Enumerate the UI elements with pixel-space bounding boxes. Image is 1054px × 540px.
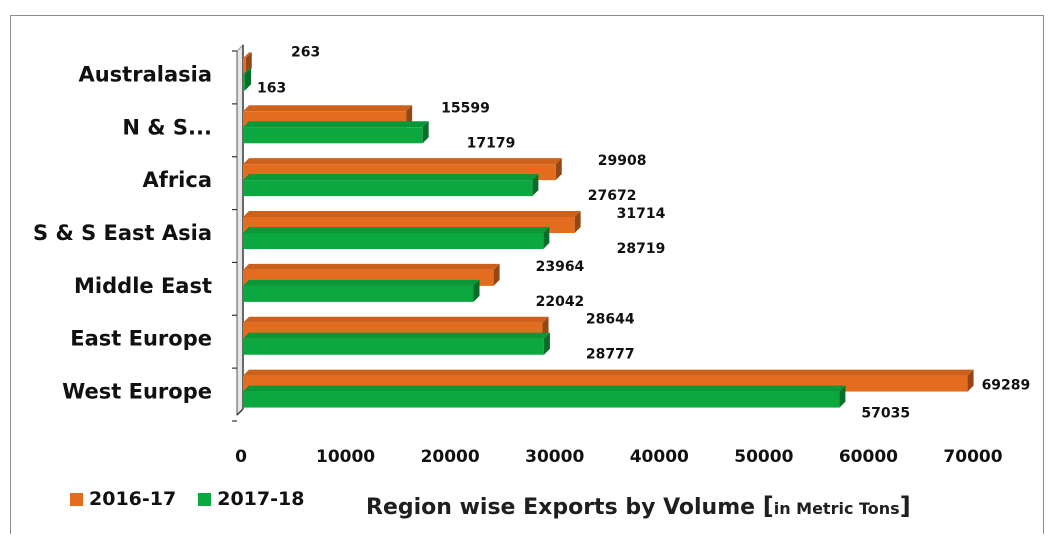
data-label-2016-17: 15599	[441, 100, 490, 116]
legend-item-2017-18: 2017-18	[198, 488, 304, 510]
bar-2017-18	[243, 127, 423, 144]
category-label: N & S...	[122, 115, 212, 139]
bar-end-2016-17	[555, 158, 562, 181]
category-label: East Europe	[70, 327, 212, 351]
data-label-2017-18: 17179	[467, 135, 516, 151]
chart-title: Region wise Exports by Volume [in Metric…	[366, 492, 911, 520]
bar-top-2016-17	[243, 211, 581, 217]
bar-top-2017-18	[243, 121, 429, 128]
bar-end-2017-18	[422, 121, 429, 144]
data-label-2017-18: 27672	[588, 188, 637, 204]
legend-swatch-2017-18	[198, 492, 212, 506]
chart-title-unit: in Metric Tons	[773, 499, 900, 518]
bar-end-2017-18	[245, 68, 251, 91]
bar-2017-18	[243, 391, 840, 408]
data-label-2017-18: 57035	[861, 406, 910, 422]
data-label-2017-18: 22042	[536, 294, 585, 310]
bar-end-2017-18	[543, 332, 550, 355]
bar-top-2017-18	[243, 385, 846, 392]
category-label: Australasia	[78, 62, 212, 86]
bar-end-2016-17	[493, 263, 500, 286]
data-label-2016-17: 29908	[598, 153, 647, 169]
bar-end-2016-17	[967, 369, 974, 392]
bar-end-2017-18	[532, 174, 539, 197]
data-label-2017-18: 28777	[586, 347, 635, 363]
category-label: S & S East Asia	[33, 221, 212, 245]
x-tick-label: 50000	[734, 447, 793, 467]
data-label-2017-18: 163	[257, 80, 286, 96]
bar-top-2016-17	[243, 263, 500, 270]
chart-frame	[10, 15, 1044, 534]
bar-top-2017-18	[243, 227, 550, 233]
legend: 2016-17 2017-18	[70, 488, 304, 510]
bar-2017-18	[243, 180, 533, 197]
bar-top-2016-17	[243, 158, 562, 165]
category-label: Africa	[142, 168, 212, 192]
x-tick-label: 10000	[316, 447, 375, 467]
bar-2017-18	[243, 338, 544, 355]
x-tick-label: 0	[235, 447, 247, 467]
bar-top-2017-18	[243, 279, 480, 286]
legend-swatch-2016-17	[70, 492, 83, 506]
data-label-2016-17: 263	[291, 44, 320, 60]
legend-label-2017-18: 2017-18	[217, 488, 305, 510]
x-tick-label: 40000	[630, 447, 689, 467]
bar-2017-18	[243, 74, 245, 91]
bar-top-2016-17	[243, 316, 549, 323]
chart-title-bracket-close: ]	[899, 492, 911, 520]
bar-2017-18	[243, 285, 474, 302]
chart-title-main: Region wise Exports by Volume	[366, 495, 756, 520]
category-label: Middle East	[74, 274, 212, 298]
bar-2017-18	[243, 233, 544, 249]
data-label-2016-17: 23964	[536, 259, 585, 275]
x-tick-label: 30000	[525, 447, 584, 467]
legend-label-2016-17: 2016-17	[89, 488, 177, 510]
bar-top-2016-17	[243, 52, 252, 59]
bar-top-2016-17	[243, 105, 413, 112]
data-label-2016-17: 31714	[617, 206, 666, 222]
bar-2016-17	[243, 58, 246, 75]
data-label-2017-18: 28719	[617, 241, 666, 257]
category-label: West Europe	[62, 380, 212, 404]
chart-title-bracket-open: [	[762, 492, 774, 520]
x-axis-corner	[236, 408, 244, 416]
bar-top-2017-18	[243, 174, 539, 181]
bar-top-2017-18	[243, 332, 550, 339]
data-label-2016-17: 28644	[586, 312, 635, 328]
bar-end-2017-18	[473, 279, 480, 302]
bar-end-2017-18	[839, 385, 846, 408]
x-tick-label: 70000	[943, 447, 1002, 467]
bar-end-2017-18	[543, 227, 550, 249]
axis-side-wall	[236, 43, 244, 417]
x-tick-label: 20000	[421, 447, 480, 467]
bar-top-2016-17	[243, 369, 974, 376]
bar-end-2016-17	[574, 211, 581, 233]
x-tick-label: 60000	[839, 447, 898, 467]
bar-top-2017-18	[243, 68, 251, 75]
data-label-2016-17: 69289	[982, 378, 1031, 394]
legend-item-2016-17: 2016-17	[70, 488, 176, 510]
